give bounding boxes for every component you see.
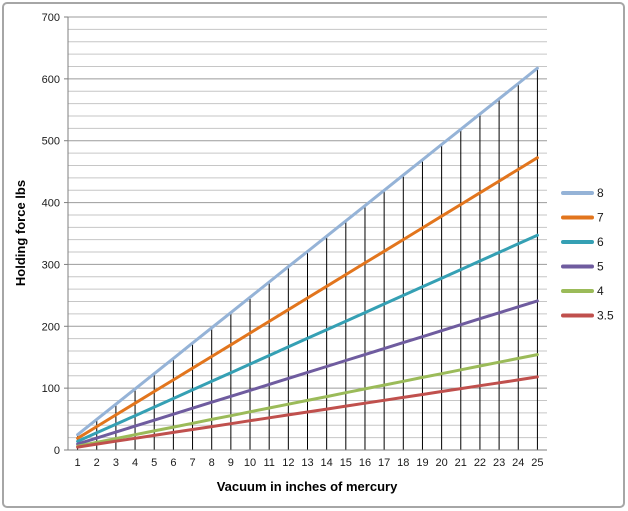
y-tick-label: 400 xyxy=(42,198,60,210)
axes xyxy=(67,17,547,451)
legend-label: 5 xyxy=(597,260,604,274)
x-tick-label: 5 xyxy=(151,457,157,469)
x-tick-label: 9 xyxy=(228,457,234,469)
legend-item: 3.5 xyxy=(561,309,614,323)
legend-label: 8 xyxy=(597,186,604,200)
x-axis-ticks: 1 2 3 4 5 6 7 8 9 10 11 12 13 14 15 16 17 18 19 20 21 22 23 24 2… xyxy=(75,457,544,469)
series-line-5 xyxy=(76,299,539,446)
y-axis-title: Holding force lbs xyxy=(13,180,28,286)
x-tick-label: 17 xyxy=(378,457,390,469)
x-tick-label: 20 xyxy=(435,457,447,469)
x-tick-label: 16 xyxy=(359,457,371,469)
legend-item: 6 xyxy=(561,235,604,249)
x-tick-label: 15 xyxy=(340,457,352,469)
series-line-3.5 xyxy=(76,375,539,449)
x-axis-title: Vacuum in inches of mercury xyxy=(217,479,398,494)
legend-item: 7 xyxy=(561,211,604,225)
y-tick-label: 700 xyxy=(42,12,60,24)
x-tick-label: 11 xyxy=(263,457,274,469)
legend-item: 4 xyxy=(561,284,604,298)
x-tick-label: 4 xyxy=(132,457,138,469)
y-axis-ticks: 0 100 200 300 400 500 600 700 xyxy=(42,12,68,457)
y-tick-label: 200 xyxy=(42,321,60,333)
series-line-7 xyxy=(76,156,539,440)
x-tick-label: 23 xyxy=(493,457,505,469)
x-tick-label: 24 xyxy=(512,457,524,469)
legend: 8 7 6 5 4 3.5 xyxy=(561,186,614,323)
y-tick-label: 300 xyxy=(42,259,60,271)
x-tick-label: 3 xyxy=(113,457,119,469)
x-tick-label: 18 xyxy=(397,457,409,469)
x-tick-label: 1 xyxy=(75,457,81,469)
legend-label: 3.5 xyxy=(597,309,614,323)
y-tick-label: 600 xyxy=(42,74,60,86)
series-lines xyxy=(76,66,539,449)
y-tick-label: 0 xyxy=(54,445,60,457)
x-tick-label: 8 xyxy=(209,457,215,469)
x-tick-label: 22 xyxy=(474,457,486,469)
legend-item: 8 xyxy=(561,186,604,200)
x-tick-label: 25 xyxy=(531,457,543,469)
series-line-4 xyxy=(76,353,539,448)
x-tick-label: 13 xyxy=(301,457,313,469)
x-tick-label: 14 xyxy=(321,457,333,469)
legend-label: 4 xyxy=(597,284,604,298)
x-tick-label: 19 xyxy=(416,457,428,469)
x-tick-label: 2 xyxy=(94,457,100,469)
legend-label: 7 xyxy=(597,211,604,225)
series-line-8 xyxy=(76,66,539,437)
x-tick-label: 6 xyxy=(170,457,176,469)
legend-label: 6 xyxy=(597,235,604,249)
series-line-6 xyxy=(76,233,539,443)
x-tick-label: 7 xyxy=(189,457,195,469)
drop-lines xyxy=(77,68,538,450)
x-tick-label: 12 xyxy=(282,457,294,469)
y-tick-label: 500 xyxy=(42,136,60,148)
x-tick-label: 10 xyxy=(244,457,256,469)
legend-item: 5 xyxy=(561,260,604,274)
y-tick-label: 100 xyxy=(42,383,60,395)
x-tick-label: 21 xyxy=(455,457,467,469)
